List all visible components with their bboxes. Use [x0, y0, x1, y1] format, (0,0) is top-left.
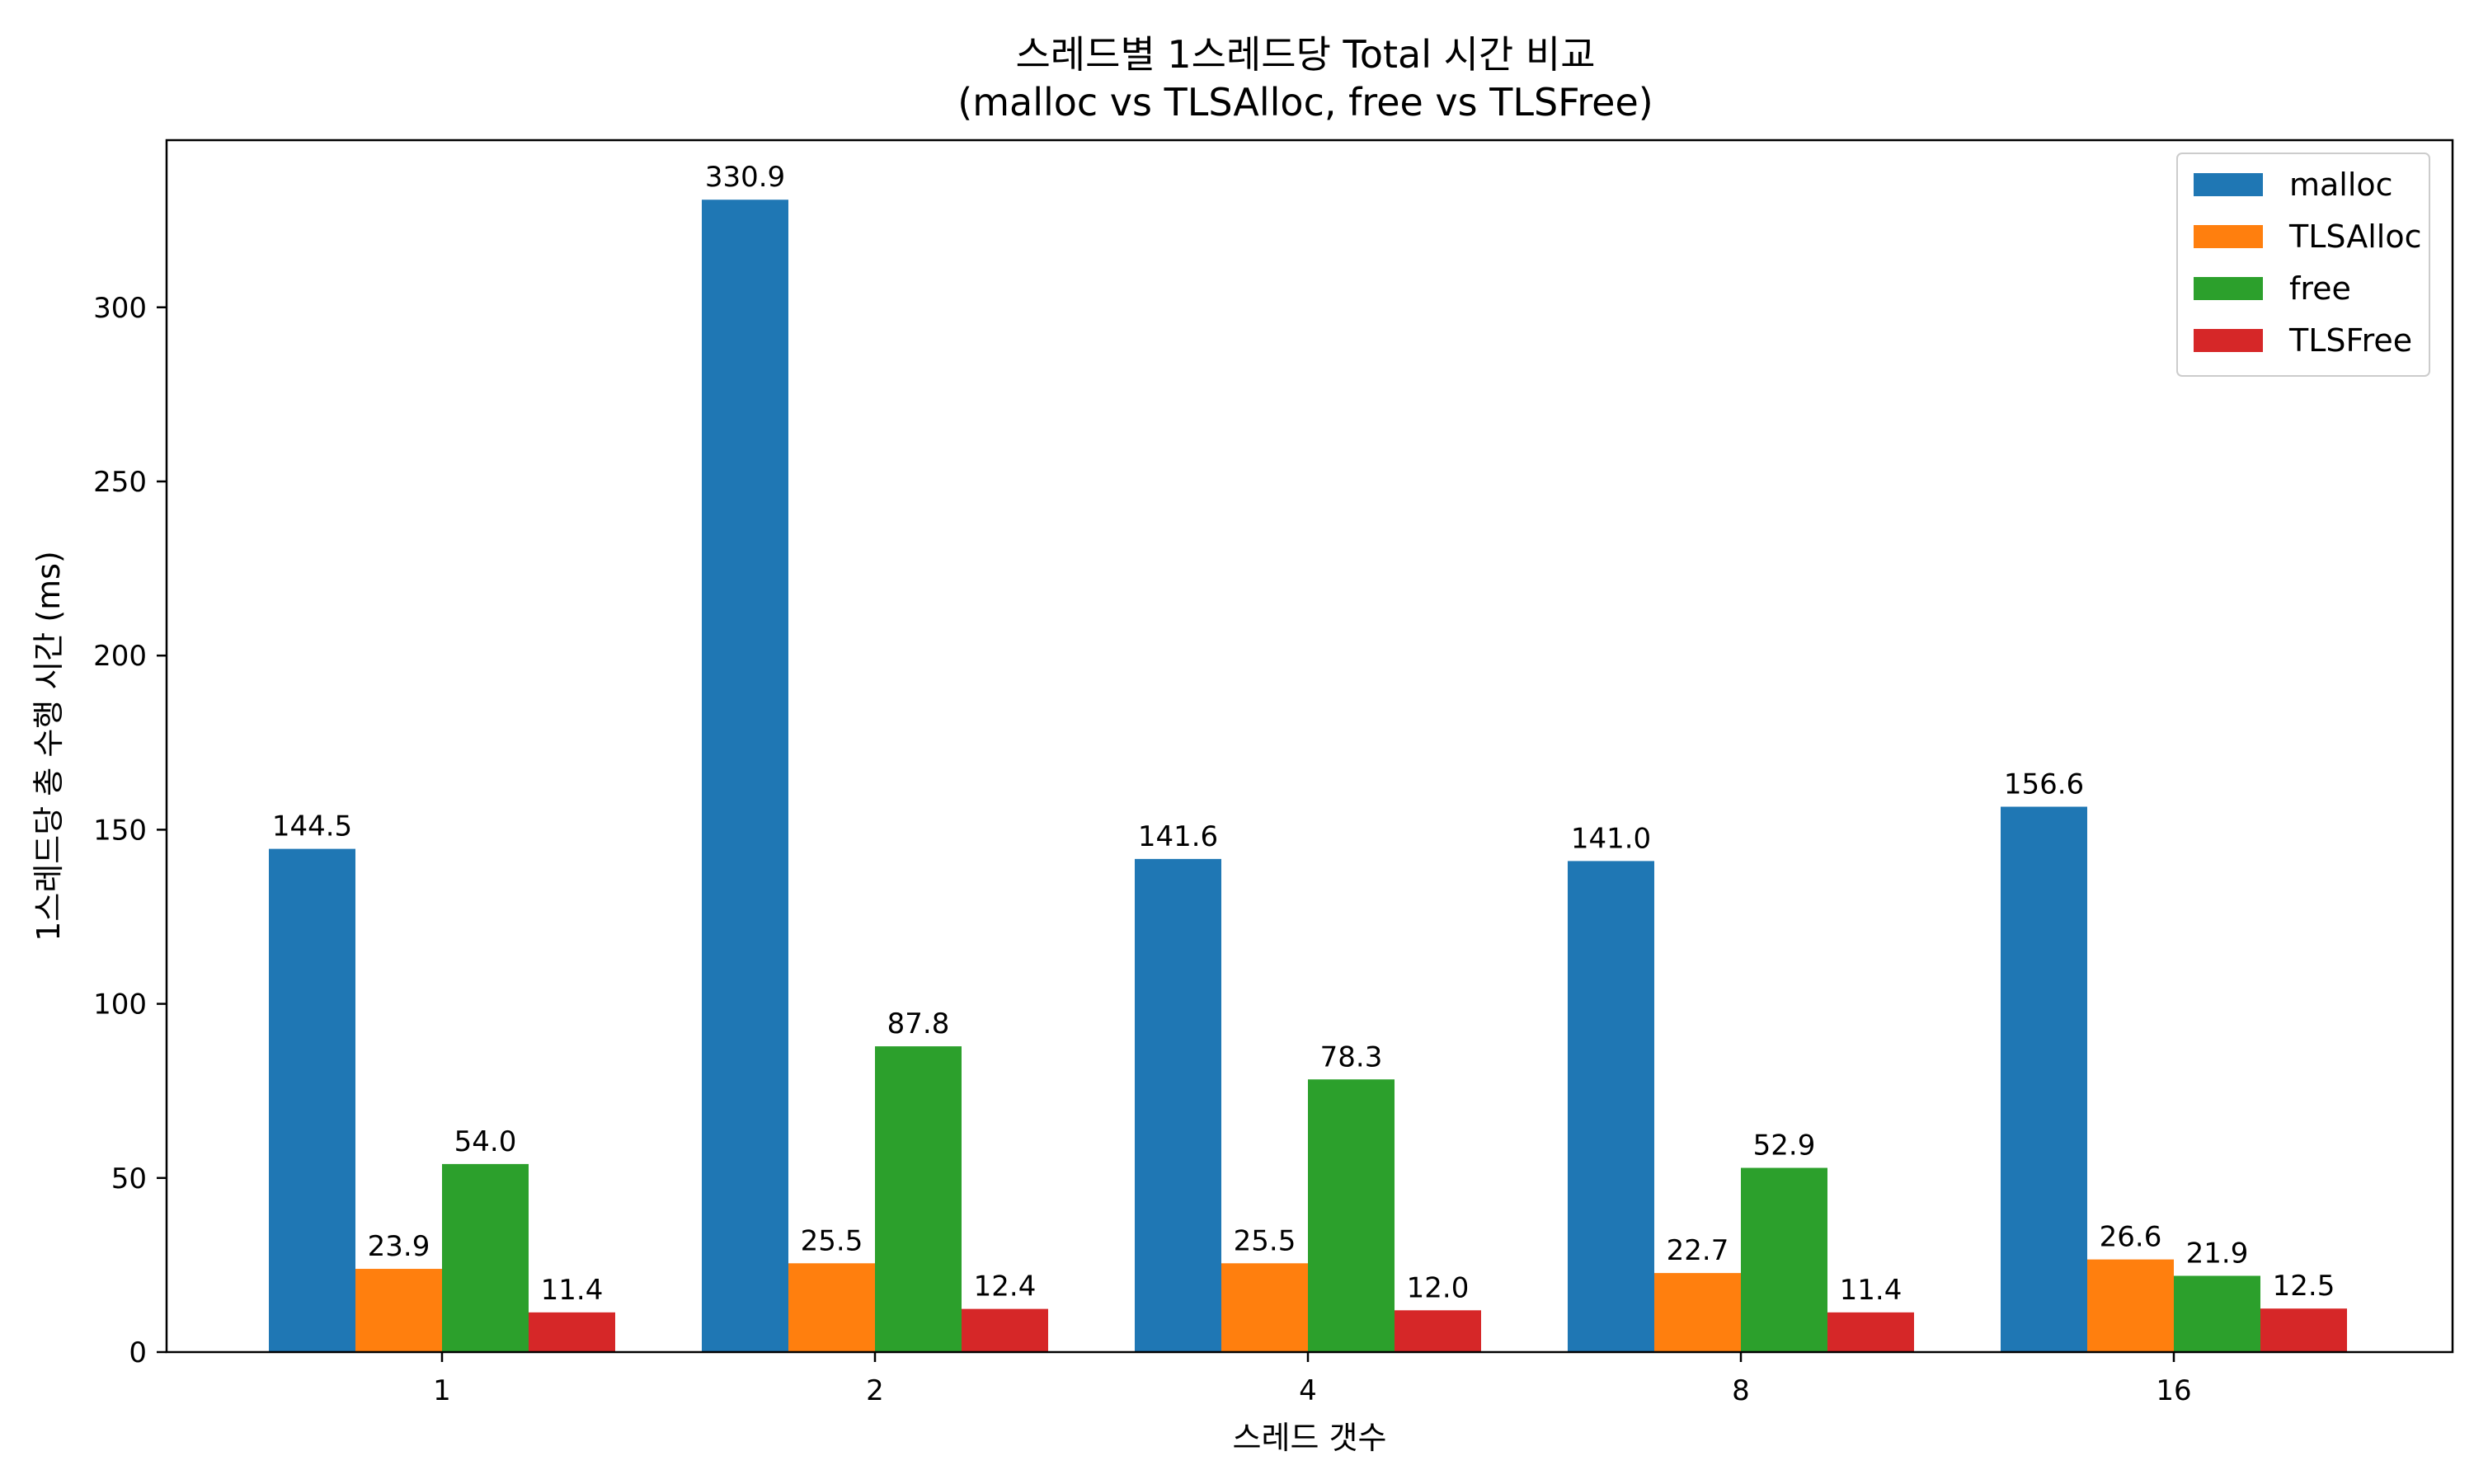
legend-swatch-free	[2194, 277, 2263, 300]
data-label: 22.7	[1667, 1234, 1729, 1267]
y-axis-label: 1스레드당 총 수행 시간 (ms)	[31, 551, 67, 942]
data-label: 11.4	[1840, 1274, 1903, 1307]
y-tick-label: 100	[93, 989, 147, 1021]
data-label: 12.5	[2273, 1270, 2335, 1303]
bar-tlsalloc	[1654, 1273, 1741, 1352]
legend-label: malloc	[2289, 167, 2393, 203]
x-axis-label: 스레드 갯수	[1233, 1420, 1387, 1456]
data-label: 11.4	[541, 1274, 604, 1307]
y-tick-label: 250	[93, 466, 147, 499]
data-label: 141.6	[1138, 820, 1218, 853]
bar-tlsfree	[1827, 1312, 1914, 1352]
y-tick-label: 50	[111, 1162, 147, 1195]
bar-malloc	[1568, 861, 1654, 1352]
bar-tlsfree	[2260, 1308, 2347, 1352]
bar-free	[1741, 1167, 1827, 1352]
legend-box	[2176, 153, 2430, 377]
legend-swatch-tlsalloc	[2194, 225, 2263, 248]
x-tick-label: 2	[866, 1374, 884, 1407]
data-label: 12.0	[1407, 1271, 1470, 1304]
x-tick-label: 8	[1732, 1374, 1750, 1407]
bar-tlsalloc	[355, 1269, 442, 1352]
bar-tlsfree	[962, 1308, 1048, 1352]
bar-free	[442, 1163, 529, 1352]
legend-swatch-malloc	[2194, 173, 2263, 196]
chart-subtitle: (malloc vs TLSAlloc, free vs TLSFree)	[957, 80, 1653, 124]
y-tick-label: 150	[93, 814, 147, 847]
bar-malloc	[269, 848, 355, 1352]
bar-malloc	[2001, 806, 2087, 1352]
legend: malloc TLSAlloc free TLSFree	[2176, 153, 2430, 377]
y-tick-label: 0	[129, 1336, 147, 1369]
data-label: 78.3	[1320, 1040, 1383, 1073]
data-label: 330.9	[705, 161, 785, 194]
data-label: 23.9	[368, 1230, 430, 1263]
legend-label: TLSFree	[2288, 322, 2412, 359]
data-label: 25.5	[1234, 1224, 1296, 1257]
bar-tlsalloc	[1221, 1263, 1308, 1352]
bar-tlsalloc	[2087, 1259, 2174, 1352]
data-label: 26.6	[2100, 1221, 2162, 1254]
legend-label: TLSAlloc	[2288, 218, 2421, 255]
bar-tlsfree	[529, 1312, 615, 1352]
x-tick-label: 4	[1299, 1374, 1317, 1407]
legend-swatch-tlsfree	[2194, 329, 2263, 352]
x-tick-label: 1	[433, 1374, 451, 1407]
bar-free	[875, 1046, 962, 1352]
data-label: 25.5	[801, 1224, 863, 1257]
y-tick-label: 300	[93, 292, 147, 325]
plot-frame	[165, 139, 2454, 1354]
chart-title: 스레드별 1스레드당 Total 시간 비교	[1015, 32, 1595, 77]
data-label: 144.5	[272, 810, 352, 843]
x-tick-label: 16	[2156, 1374, 2191, 1407]
data-label: 21.9	[2186, 1237, 2249, 1270]
bar-malloc	[1135, 858, 1221, 1352]
bar-tlsalloc	[788, 1263, 875, 1352]
y-tick-label: 200	[93, 640, 147, 673]
data-label: 87.8	[887, 1007, 950, 1040]
bar-tlsfree	[1395, 1310, 1481, 1352]
data-label: 54.0	[454, 1125, 517, 1158]
bar-free	[1308, 1079, 1395, 1352]
data-label: 12.4	[974, 1270, 1037, 1303]
data-label: 156.6	[2004, 768, 2084, 801]
legend-label: free	[2289, 270, 2351, 307]
data-label: 141.0	[1571, 822, 1651, 855]
bar-malloc	[702, 200, 788, 1352]
data-label: 52.9	[1753, 1129, 1816, 1162]
bar-free	[2174, 1275, 2260, 1352]
